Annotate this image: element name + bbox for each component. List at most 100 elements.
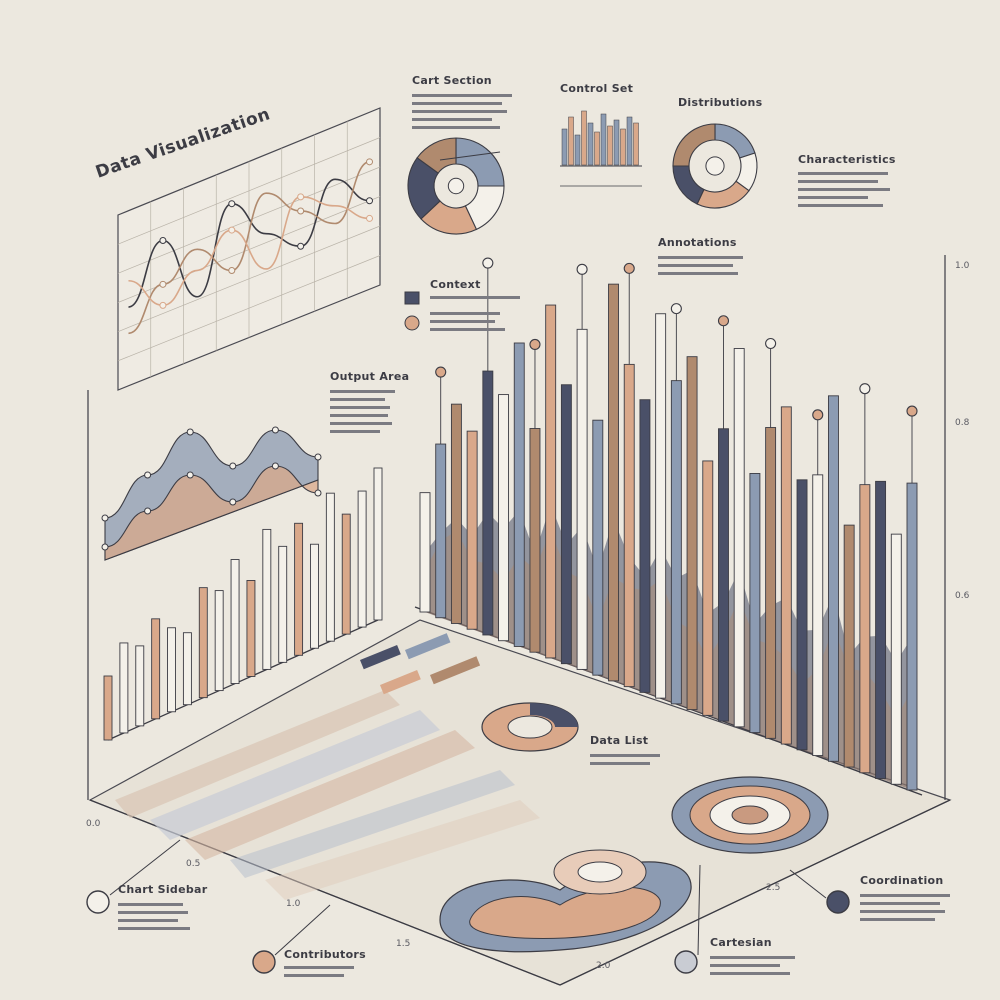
floor-stripes bbox=[115, 690, 540, 900]
main-bar bbox=[639, 399, 651, 693]
annotation-coordination: Coordination bbox=[826, 874, 950, 921]
callout-line bbox=[274, 904, 331, 956]
main-lollipop-head bbox=[670, 303, 682, 315]
floor-donut-small-segment bbox=[530, 703, 578, 727]
filler-line bbox=[330, 406, 390, 409]
main-bar bbox=[435, 443, 447, 619]
label-characteristics: Characteristics bbox=[798, 153, 896, 166]
floor-blob-chart bbox=[439, 849, 692, 953]
annotation-context: Context bbox=[404, 278, 520, 331]
annotation-contributors: Contributors bbox=[252, 948, 366, 977]
line-grid-horizontal bbox=[117, 225, 381, 332]
label-data-list: Data List bbox=[590, 734, 648, 747]
filler-line bbox=[330, 398, 385, 401]
area-point bbox=[271, 462, 279, 470]
main-lollipop-head bbox=[529, 338, 541, 351]
right-axis-ticks: 1.0 0.8 0.6 bbox=[955, 261, 970, 601]
floor-donut-small bbox=[481, 702, 579, 752]
filler-line bbox=[330, 430, 380, 433]
main-bar bbox=[765, 427, 777, 739]
line-series-point bbox=[159, 280, 167, 288]
donut-chart-distributions bbox=[672, 123, 758, 209]
main-bar bbox=[482, 370, 494, 636]
filler-line bbox=[412, 94, 512, 97]
small-bar bbox=[230, 559, 240, 684]
donut-small-slice bbox=[455, 137, 505, 187]
floor-donut-large bbox=[671, 776, 829, 854]
area-chart-panel bbox=[101, 426, 322, 561]
filler-line bbox=[658, 264, 733, 267]
main-bar bbox=[780, 406, 792, 745]
callout-line bbox=[789, 869, 827, 899]
filler-line bbox=[118, 927, 190, 930]
main-bar bbox=[592, 419, 604, 676]
main-bar bbox=[890, 533, 902, 785]
main-bar bbox=[796, 479, 808, 751]
small-bar bbox=[278, 545, 288, 663]
annotation-cartesian: Cartesian bbox=[674, 936, 795, 975]
small-bar bbox=[182, 632, 192, 706]
donut-distributions-center bbox=[705, 156, 725, 176]
small-bar-chart bbox=[103, 467, 383, 741]
line-series-point bbox=[297, 193, 305, 201]
floor-blob-core-inner bbox=[577, 861, 623, 883]
filler-line bbox=[860, 918, 935, 921]
main-bar bbox=[906, 482, 918, 791]
small-bar bbox=[135, 645, 145, 727]
main-bar bbox=[670, 380, 682, 705]
floor-tick-6: 2.5 bbox=[766, 883, 780, 893]
main-bar bbox=[875, 480, 887, 779]
main-bar bbox=[718, 428, 729, 722]
small-bar bbox=[341, 513, 351, 635]
mini-bar bbox=[620, 128, 626, 166]
mini-bar bbox=[594, 131, 600, 166]
filler-line bbox=[710, 972, 790, 975]
filler-line bbox=[430, 312, 500, 315]
main-bar bbox=[686, 356, 698, 711]
legend-dot-cream bbox=[86, 890, 110, 914]
legend-dot-peach bbox=[252, 950, 276, 974]
annotation-chart-section: Cart Section bbox=[412, 74, 512, 129]
main-lollipop-head bbox=[435, 366, 447, 378]
floor-block-1 bbox=[359, 645, 401, 670]
floor-tick-1: 0.0 bbox=[86, 819, 101, 829]
mini-bar bbox=[587, 122, 594, 166]
mini-bar bbox=[581, 110, 587, 166]
line-series-point bbox=[366, 214, 374, 222]
line-chart-series bbox=[128, 158, 374, 335]
filler-line bbox=[330, 422, 392, 425]
filler-line bbox=[412, 118, 492, 121]
callout-line bbox=[109, 839, 181, 896]
mini-bar bbox=[607, 125, 613, 166]
label-chart-sidebar: Chart Sidebar bbox=[118, 883, 208, 896]
right-tick-3: 0.6 bbox=[955, 591, 970, 601]
main-lollipop-head bbox=[482, 257, 494, 269]
main-bar bbox=[529, 428, 541, 653]
label-control-set: Control Set bbox=[560, 82, 633, 95]
main-bar bbox=[843, 524, 855, 768]
donut-distributions-slice bbox=[672, 123, 716, 167]
filler-line bbox=[710, 956, 795, 959]
floor-block-2 bbox=[405, 633, 451, 660]
line-grid-horizontal bbox=[117, 137, 381, 245]
label-context: Context bbox=[430, 278, 481, 291]
filler-line bbox=[430, 296, 520, 299]
main-bar bbox=[513, 342, 525, 647]
callout-line bbox=[697, 864, 701, 956]
small-bar bbox=[119, 642, 129, 734]
annotation-characteristics: Characteristics bbox=[798, 153, 896, 207]
mini-bar bbox=[568, 116, 574, 166]
area-point bbox=[314, 489, 322, 497]
filler-line bbox=[412, 102, 502, 105]
label-output-area: Output Area bbox=[330, 370, 409, 383]
small-bar bbox=[246, 580, 256, 677]
donut-small-center bbox=[447, 177, 465, 195]
area-point bbox=[229, 462, 237, 470]
legend-dot-navy bbox=[826, 890, 850, 914]
filler-line bbox=[118, 919, 178, 922]
mini-bar bbox=[626, 116, 633, 166]
mini-bar bbox=[633, 122, 639, 166]
main-bar bbox=[859, 484, 871, 774]
floor-legend-blocks bbox=[359, 633, 481, 695]
